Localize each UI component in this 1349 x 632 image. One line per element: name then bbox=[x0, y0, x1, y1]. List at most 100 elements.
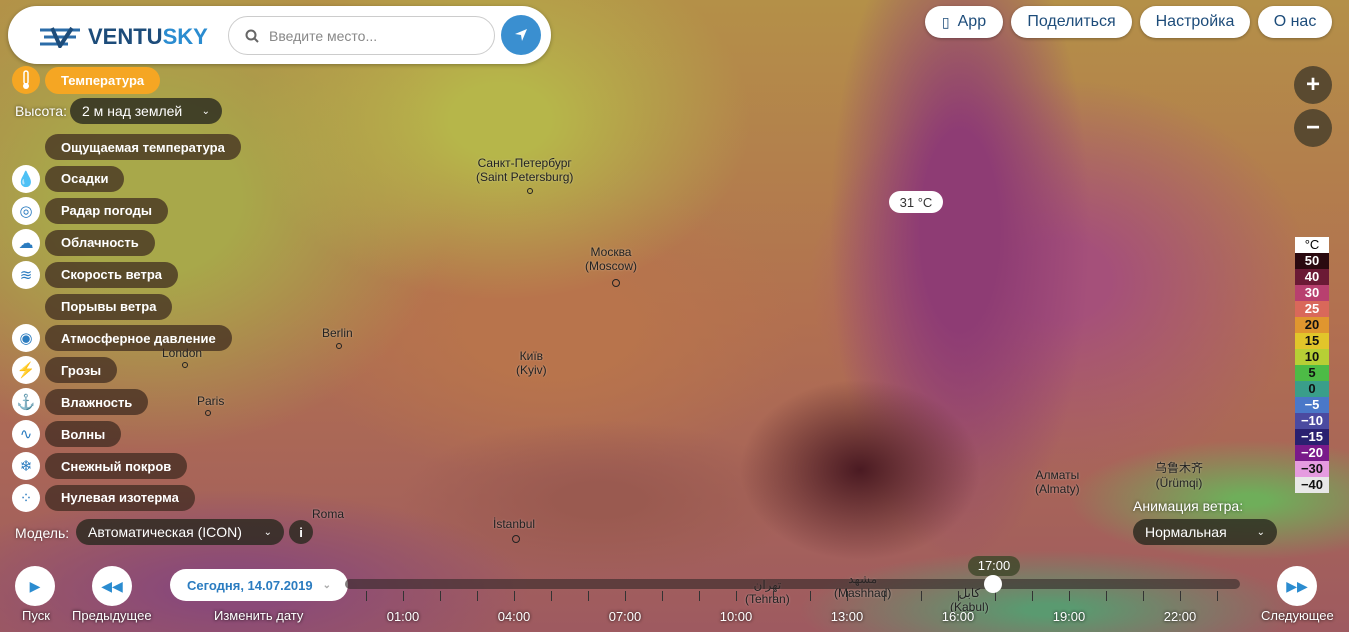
wind-animation-value: Нормальная bbox=[1145, 524, 1227, 540]
share-button[interactable]: Поделиться bbox=[1011, 6, 1132, 38]
city-label: Москва (Moscow) bbox=[585, 245, 638, 273]
previous-button[interactable]: ◀◀ bbox=[92, 566, 132, 606]
city-dot bbox=[612, 279, 620, 287]
phone-icon: ▯ bbox=[941, 13, 950, 30]
timeline-tick bbox=[551, 591, 552, 601]
hour-label[interactable]: 01:00 bbox=[386, 609, 420, 624]
timeline-tick bbox=[662, 591, 663, 601]
menu-item[interactable]: Радар погоды bbox=[45, 197, 168, 224]
legend-item: 25 bbox=[1295, 301, 1329, 317]
legend-item: −5 bbox=[1295, 397, 1329, 413]
city-label: کابل (Kabul) bbox=[950, 586, 989, 614]
app-button[interactable]: ▯ App bbox=[925, 6, 1003, 38]
timeline-tick bbox=[1180, 591, 1181, 601]
hour-label[interactable]: 13:00 bbox=[830, 609, 864, 624]
city-label: Berlin bbox=[322, 326, 353, 340]
wave-icon[interactable]: ∿ bbox=[12, 420, 40, 449]
next-button[interactable]: ▶▶ bbox=[1277, 566, 1317, 606]
zoom-in-button[interactable]: + bbox=[1294, 66, 1332, 104]
legend-item: −15 bbox=[1295, 429, 1329, 445]
locate-button[interactable] bbox=[501, 15, 541, 55]
play-label: Пуск bbox=[22, 608, 50, 623]
logo[interactable]: VENTUSKY bbox=[38, 24, 208, 50]
menu-item[interactable]: Атмосферное давление bbox=[45, 325, 232, 352]
city-label: İstanbul bbox=[493, 517, 536, 531]
change-date-label: Изменить дату bbox=[214, 608, 304, 623]
temperature-legend: °C 50 40 30 25 20 15 10 5 0 −5 −10 −15 −20 −30 −40 bbox=[1295, 237, 1329, 493]
play-button[interactable]: ▶ bbox=[15, 566, 55, 606]
radar-icon[interactable]: ◎ bbox=[12, 196, 40, 225]
hour-label[interactable]: 07:00 bbox=[608, 609, 642, 624]
isotherm-icon[interactable]: ⁘ bbox=[12, 483, 40, 512]
timeline-tick bbox=[847, 591, 848, 601]
city-label: Алматы (Almaty) bbox=[1035, 468, 1080, 496]
height-select[interactable]: 2 м над землей ⌄ bbox=[70, 98, 222, 124]
logo-text: VENTU bbox=[88, 24, 163, 49]
timeline-tick bbox=[810, 591, 811, 601]
timeline-track[interactable] bbox=[345, 579, 1240, 589]
city-dot bbox=[182, 362, 188, 368]
hour-label[interactable]: 22:00 bbox=[1163, 609, 1197, 624]
legend-item: 10 bbox=[1295, 349, 1329, 365]
city-label: Санкт-Петербург (Saint Petersburg) bbox=[476, 156, 574, 184]
legend-item: 15 bbox=[1295, 333, 1329, 349]
zoom-out-button[interactable]: − bbox=[1294, 109, 1332, 147]
menu-item[interactable]: Грозы bbox=[45, 357, 118, 384]
timeline-tick bbox=[514, 591, 515, 601]
hour-label[interactable]: 10:00 bbox=[719, 609, 753, 624]
model-select[interactable]: Автоматическая (ICON) ⌄ bbox=[76, 519, 284, 545]
top-bar: VENTUSKY Введите место... bbox=[8, 6, 551, 64]
menu-item[interactable]: Порывы ветра bbox=[45, 293, 173, 320]
menu-item[interactable]: Облачность bbox=[45, 229, 155, 256]
timeline-tick bbox=[995, 591, 996, 601]
lightning-icon[interactable]: ⚡ bbox=[12, 356, 40, 385]
logo-text-sky: SKY bbox=[162, 24, 208, 49]
timeline-tick bbox=[477, 591, 478, 601]
timeline-tick bbox=[1217, 591, 1218, 601]
legend-item: 40 bbox=[1295, 269, 1329, 285]
cloud-icon[interactable]: ☁ bbox=[12, 228, 40, 257]
legend-item: −40 bbox=[1295, 477, 1329, 493]
hour-label[interactable]: 19:00 bbox=[1052, 609, 1086, 624]
hour-label[interactable]: 16:00 bbox=[941, 609, 975, 624]
drop-icon[interactable]: 💧 bbox=[12, 164, 40, 193]
menu-item[interactable]: Влажность bbox=[45, 389, 149, 416]
temperature-tooltip: 31 °C bbox=[889, 191, 943, 213]
wind-animation-select[interactable]: Нормальная ⌄ bbox=[1133, 519, 1277, 545]
app-label: App bbox=[957, 13, 987, 30]
wind-icon[interactable]: ≋ bbox=[12, 260, 40, 289]
city-label: Paris bbox=[197, 394, 225, 408]
humidity-icon[interactable]: ⚓ bbox=[12, 388, 40, 417]
city-label: 乌鲁木齐 (Ürümqi) bbox=[1155, 461, 1204, 490]
timeline-handle[interactable] bbox=[984, 575, 1002, 593]
timeline-tick bbox=[366, 591, 367, 601]
timeline-tick bbox=[1069, 591, 1070, 601]
date-picker[interactable]: Сегодня, 14.07.2019 ⌄ bbox=[170, 569, 348, 601]
search-input[interactable]: Введите место... bbox=[228, 16, 495, 55]
city-dot bbox=[336, 343, 342, 349]
menu-item[interactable]: Нулевая изотерма bbox=[45, 484, 195, 511]
search-icon bbox=[245, 29, 259, 43]
info-icon[interactable]: i bbox=[289, 520, 313, 544]
chevron-down-icon: ⌄ bbox=[201, 105, 210, 117]
height-label: Высота: bbox=[15, 103, 67, 119]
hour-label[interactable]: 04:00 bbox=[497, 609, 531, 624]
menu-item[interactable]: Скорость ветра bbox=[45, 261, 178, 288]
city-label: Київ (Kyiv) bbox=[516, 349, 547, 377]
about-button[interactable]: О нас bbox=[1258, 6, 1332, 38]
menu-item[interactable]: Ощущаемая температура bbox=[45, 134, 241, 160]
settings-button[interactable]: Настройка bbox=[1140, 6, 1250, 38]
legend-item: −10 bbox=[1295, 413, 1329, 429]
pressure-icon[interactable]: ◉ bbox=[12, 324, 40, 353]
snowflake-icon[interactable]: ❄ bbox=[12, 452, 40, 480]
timeline-tick bbox=[958, 591, 959, 601]
city-label: Roma bbox=[312, 507, 345, 521]
timeline-tick bbox=[403, 591, 404, 601]
thermometer-icon[interactable] bbox=[12, 66, 40, 94]
navigation-arrow-icon bbox=[515, 29, 527, 41]
menu-item[interactable]: Снежный покров bbox=[45, 453, 188, 479]
layer-temperature[interactable]: Температура bbox=[45, 67, 161, 94]
menu-item[interactable]: Осадки bbox=[45, 165, 125, 192]
menu-item[interactable]: Волны bbox=[45, 421, 122, 448]
fast-forward-icon: ▶▶ bbox=[1286, 577, 1308, 594]
